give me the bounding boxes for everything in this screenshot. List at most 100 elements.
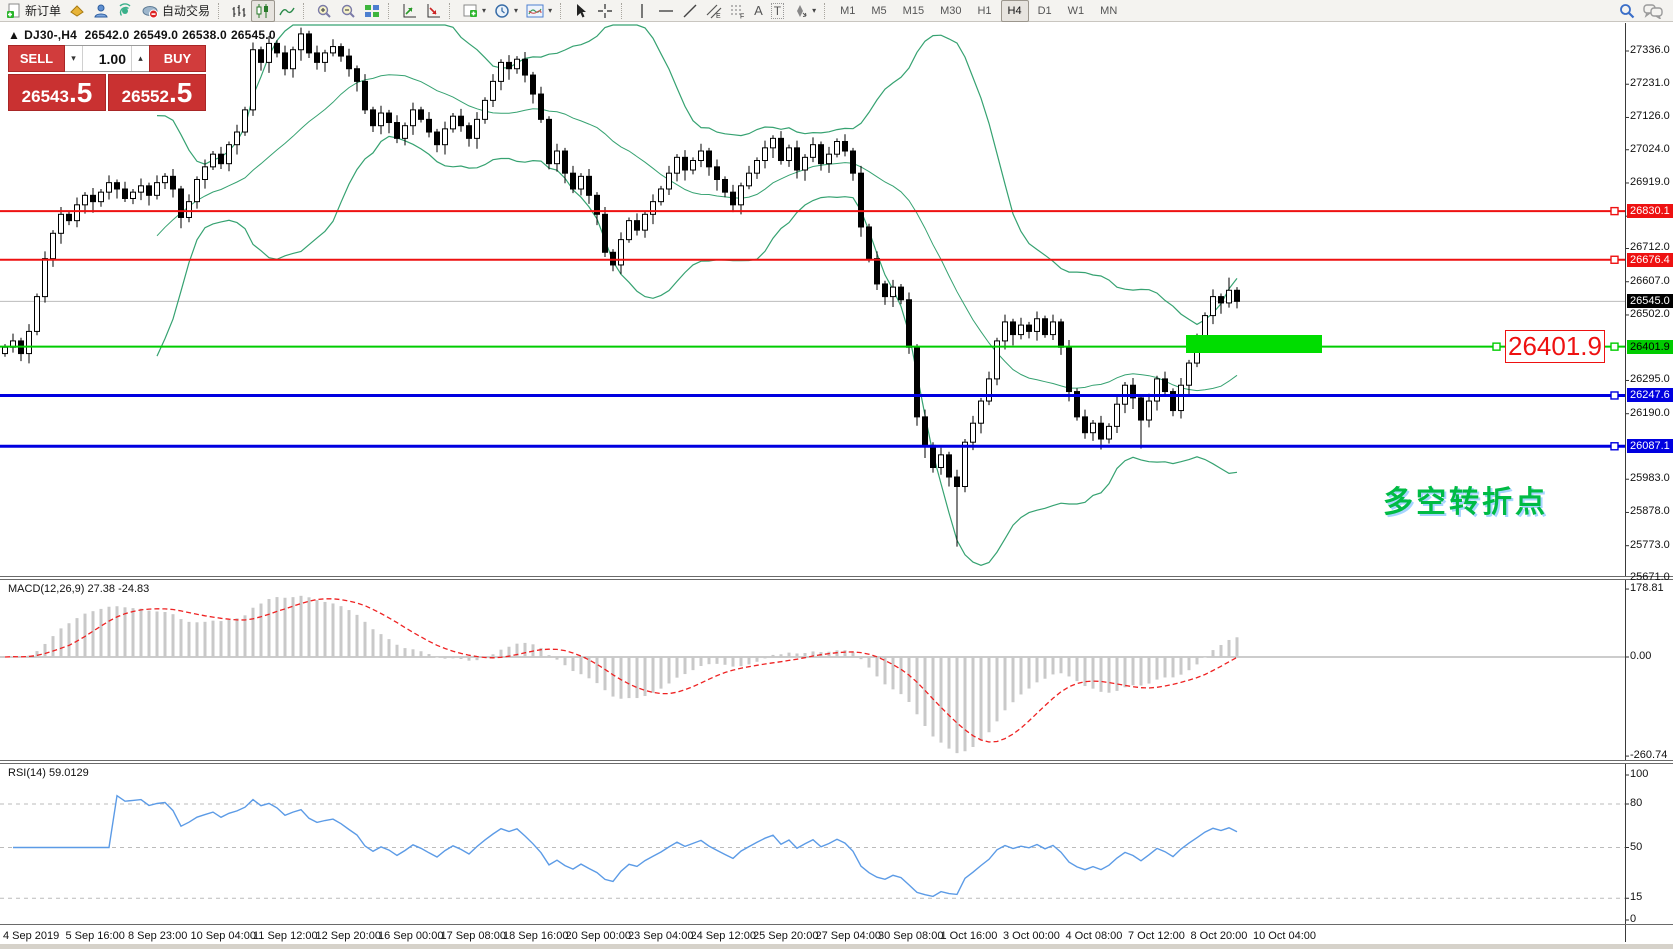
add-indicator-button[interactable]: ▾ (458, 0, 490, 22)
ohlc-close: 26545.0 (230, 28, 276, 42)
bar-chart-type-button[interactable] (227, 0, 251, 22)
price-tick: 25671.0 (1630, 570, 1670, 583)
price-tick: 26919.0 (1630, 175, 1670, 188)
time-axis-label: 30 Sep 08:00 (878, 930, 944, 942)
toolbar-separator (621, 2, 626, 19)
window-bottom-strip (0, 944, 1673, 949)
price-tick: 26190.0 (1630, 406, 1670, 419)
search-icon[interactable] (1619, 3, 1635, 19)
bar-chart-icon (232, 4, 246, 17)
fibonacci-tool-button[interactable]: F (726, 0, 750, 22)
level-price-label: 26676.4 (1627, 252, 1673, 267)
period-button[interactable]: ▾ (490, 0, 522, 22)
time-axis-label: 3 Oct 00:00 (1003, 930, 1060, 942)
community-button[interactable] (89, 0, 113, 22)
zoom-in-button[interactable] (312, 0, 336, 22)
macd-tick: -260.74 (1630, 749, 1668, 762)
price-tick: 27336.0 (1630, 44, 1670, 56)
price-tick: 26502.0 (1630, 307, 1670, 320)
text-label-tool-icon: T (770, 2, 785, 19)
buy-button[interactable]: BUY (149, 45, 206, 72)
timeframe-M30[interactable]: M30 (940, 4, 962, 17)
crosshair-icon (598, 3, 613, 18)
cursor-tool-button[interactable] (569, 0, 593, 22)
indicator-up-icon (403, 3, 417, 17)
volume-increase-button[interactable]: ▴ (131, 46, 149, 71)
line-chart-type-button[interactable] (275, 0, 299, 22)
dropdown-caret-icon: ▾ (514, 6, 519, 15)
time-axis-label: 24 Sep 12:00 (690, 930, 756, 942)
time-axis-label: 17 Sep 08:00 (440, 930, 506, 942)
signal-button[interactable] (113, 0, 137, 22)
text-tool-icon: A (754, 3, 763, 18)
buy-price-button[interactable]: 26552.5 (108, 74, 206, 111)
timeframe-M15[interactable]: M15 (902, 4, 925, 17)
volume-decrease-button[interactable]: ▾ (65, 46, 83, 71)
toolbar-separator (218, 2, 223, 19)
time-axis-label: 10 Oct 04:00 (1253, 930, 1316, 942)
market-button[interactable] (65, 0, 89, 22)
indicator-up-button[interactable] (397, 0, 421, 22)
chinese-note-annotation[interactable]: 多空转折点 (1383, 486, 1548, 519)
indicator-down-icon (427, 3, 441, 17)
cursor-icon (577, 3, 587, 17)
new-order-label: 新订单 (25, 4, 62, 18)
one-click-trading-panel: SELL ▾ 1.00 ▴ BUY 26543.5 26552.5 (8, 45, 206, 111)
time-axis-label: 12 Sep 20:00 (315, 930, 381, 942)
time-axis-separator (0, 924, 1673, 925)
price-tick: 25983.0 (1630, 472, 1670, 485)
volume-input[interactable]: 1.00 (98, 50, 126, 67)
auto-trading-icon (142, 5, 159, 18)
vertical-line-icon (641, 3, 643, 18)
toolbar-right-group (1619, 3, 1671, 19)
auto-trading-label: 自动交易 (162, 4, 211, 18)
text-label-tool-button[interactable]: T (767, 0, 788, 22)
tile-windows-button[interactable] (360, 0, 384, 22)
timeframe-H1[interactable]: H1 (977, 4, 992, 17)
price-annotation-label[interactable]: 26401.9 (1505, 330, 1605, 363)
indicator-down-button[interactable] (421, 0, 445, 22)
svg-text:F: F (740, 13, 744, 19)
arrows-tool-button[interactable]: ▾ (788, 0, 820, 22)
macd-pane-separator[interactable] (0, 576, 1673, 580)
new-order-icon (7, 3, 20, 18)
zoom-out-icon (341, 4, 355, 18)
timeframe-W1[interactable]: W1 (1067, 4, 1085, 17)
horizontal-line-tool-button[interactable] (654, 0, 678, 22)
timeframe-H4[interactable]: H4 (1000, 0, 1029, 22)
equidistant-channel-icon: E (706, 4, 722, 19)
macd-tick: 0.00 (1630, 650, 1652, 662)
trendline-tool-button[interactable] (678, 0, 702, 22)
auto-trading-button[interactable]: 自动交易 (137, 0, 214, 22)
chat-icon[interactable] (1643, 3, 1663, 19)
rsi-tick: 0 (1630, 913, 1637, 925)
volume-stepper: ▾ 1.00 ▴ (65, 45, 149, 72)
dropdown-caret-icon: ▾ (482, 6, 487, 15)
market-icon (70, 4, 84, 17)
sell-button[interactable]: SELL (8, 45, 65, 72)
new-order-button[interactable]: 新订单 (2, 0, 65, 22)
tile-windows-icon (365, 4, 380, 17)
rsi-pane-separator[interactable] (0, 760, 1673, 764)
timeframe-D1[interactable]: D1 (1037, 4, 1052, 17)
sell-price-button[interactable]: 26543.5 (8, 74, 106, 111)
text-tool-button[interactable]: A (750, 0, 767, 22)
timeframe-M1[interactable]: M1 (840, 4, 856, 17)
level-price-label: 26247.6 (1627, 388, 1673, 403)
candlestick-chart-icon (256, 3, 269, 18)
zoom-out-button[interactable] (336, 0, 360, 22)
time-axis-label: 23 Sep 04:00 (628, 930, 694, 942)
supply-zone-rectangle[interactable] (1186, 334, 1322, 353)
toolbar-separator (303, 2, 308, 19)
timeframe-M5[interactable]: M5 (871, 4, 887, 17)
crosshair-tool-button[interactable] (593, 0, 617, 22)
community-icon (94, 4, 108, 17)
vertical-line-tool-button[interactable] (630, 0, 654, 22)
candlestick-chart-type-button[interactable] (251, 0, 276, 22)
chart-template-button[interactable]: ▾ (522, 0, 556, 22)
timeframe-MN[interactable]: MN (1100, 4, 1118, 17)
svg-text:E: E (716, 13, 721, 19)
signal-icon (119, 2, 131, 16)
channel-tool-button[interactable]: E (702, 0, 726, 22)
